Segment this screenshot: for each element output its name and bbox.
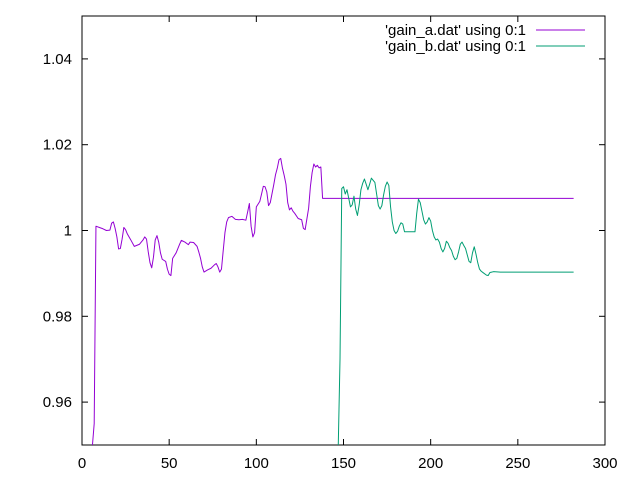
- axis-ticks: [81, 16, 606, 445]
- plot-frame: [81, 15, 606, 446]
- x-tick-label: 150: [331, 455, 356, 472]
- x-tick-label: 100: [244, 455, 269, 472]
- y-tick-label: 1: [64, 223, 72, 240]
- x-tick-label: 250: [505, 455, 530, 472]
- series-line-gain-b: [337, 177, 574, 445]
- x-tick-label: 200: [418, 455, 443, 472]
- legend-label-gain-b: 'gain_b.dat' using 0:1: [385, 38, 526, 55]
- x-tick-label: 300: [592, 455, 617, 472]
- series-layer: [91, 157, 574, 445]
- legend: 'gain_a.dat' using 0:1'gain_b.dat' using…: [385, 22, 585, 55]
- x-tick-label: 0: [78, 455, 86, 472]
- x-tick-label: 50: [161, 455, 178, 472]
- y-tick-label: 0.98: [43, 308, 72, 325]
- series-line-gain-a: [91, 157, 574, 445]
- axis-tick-labels: 0 50 100 150 200 250 300 0.96 0.98 1 1.02 1.04: [43, 51, 618, 472]
- y-tick-label: 1.04: [43, 51, 72, 68]
- y-tick-label: 0.96: [43, 394, 72, 411]
- y-tick-label: 1.02: [43, 137, 72, 154]
- legend-label-gain-a: 'gain_a.dat' using 0:1: [385, 22, 526, 39]
